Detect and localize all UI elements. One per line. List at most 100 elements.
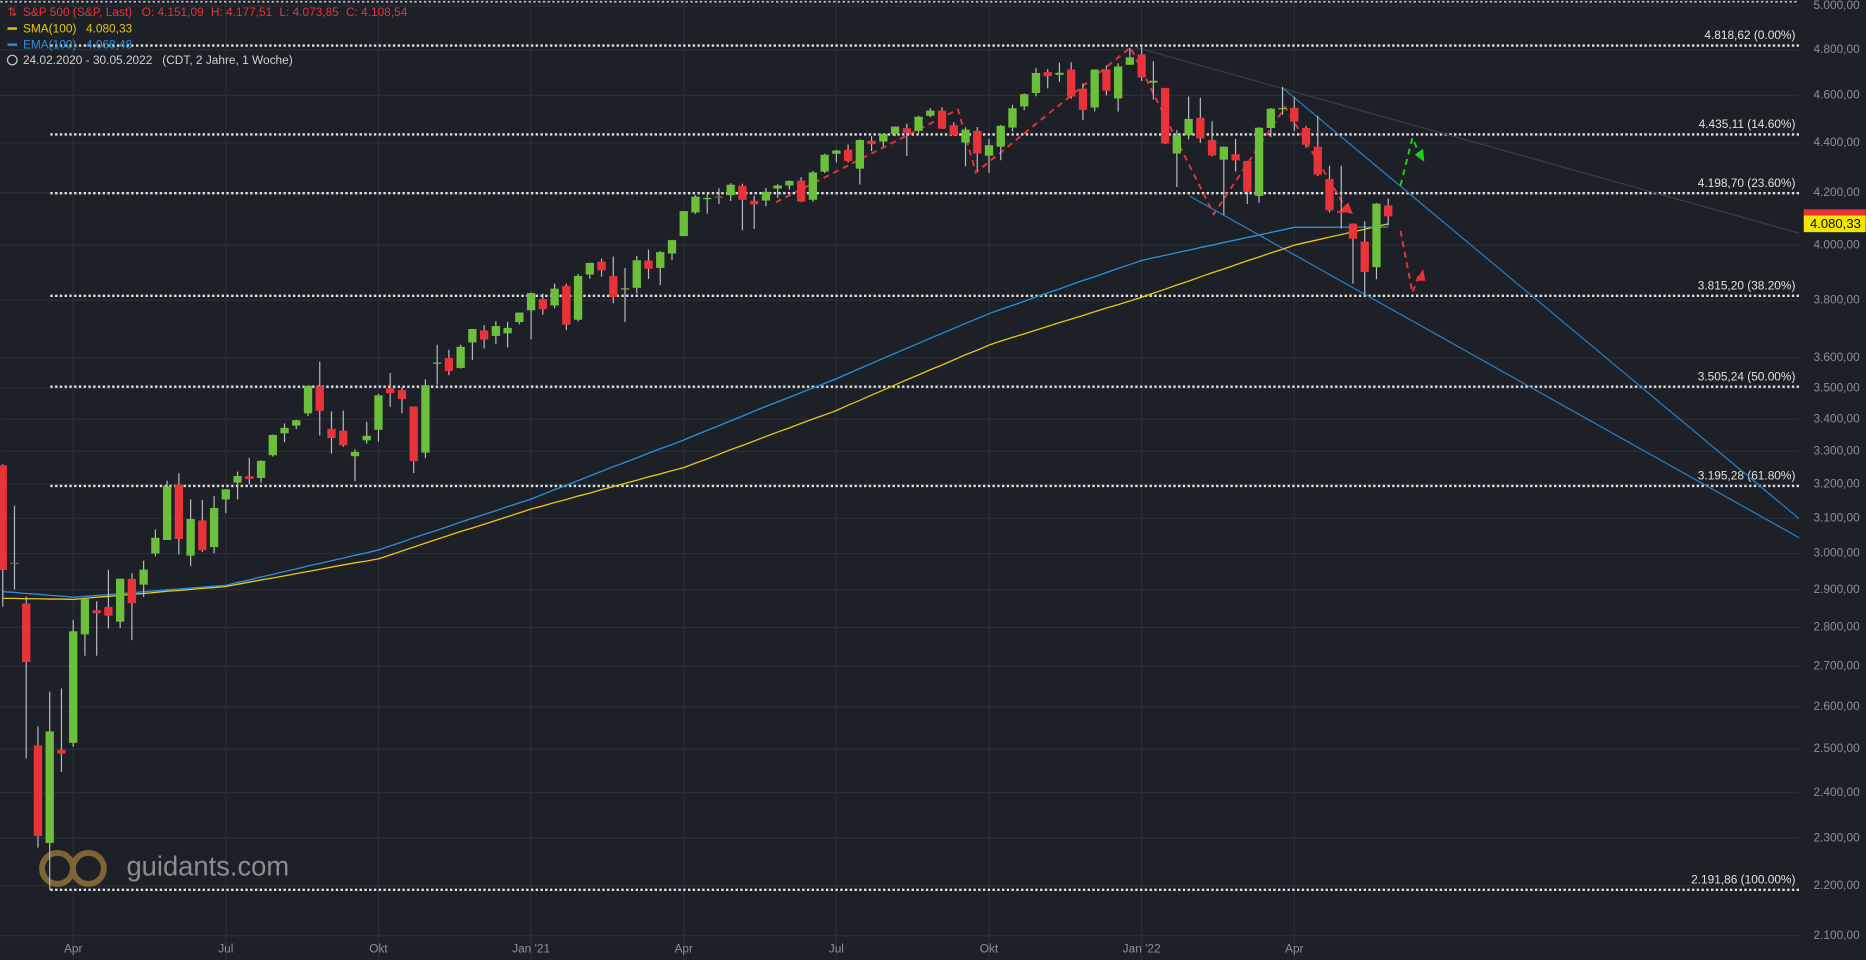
candle-body <box>303 385 313 414</box>
y-tick-label: 3.200,00 <box>1813 476 1860 490</box>
candle-body <box>1290 107 1299 122</box>
candle-body <box>1078 88 1088 110</box>
y-axis: 5.000,00 4.800,00 4.600,00 4.400,00 4.200,00… <box>64 0 1866 955</box>
candle-body <box>1149 80 1158 83</box>
candle-body <box>479 330 489 340</box>
x-tick-label: Jul <box>218 941 233 955</box>
candle-body <box>1301 127 1311 145</box>
y-tick-label: 4.400,00 <box>1813 135 1860 149</box>
candle-body <box>409 406 418 462</box>
arrow-head <box>1414 148 1425 162</box>
candle-body <box>890 126 900 134</box>
candle-body <box>339 430 348 446</box>
level-label: 2.191,86 (100.00%) <box>1691 872 1795 886</box>
y-tick-label: 3.500,00 <box>1813 380 1860 394</box>
candle-body <box>1313 146 1322 175</box>
candle-body <box>761 191 771 201</box>
candle-body <box>796 180 806 202</box>
candle-body <box>151 537 160 554</box>
x-tick-label: Okt <box>369 941 388 955</box>
level-label: 3.505,24 (50.00%) <box>1698 369 1796 383</box>
candle-body <box>1231 154 1240 161</box>
moving-averages <box>2 223 1389 601</box>
y-tick-label: 3.400,00 <box>1813 411 1860 425</box>
candle-body <box>33 745 43 836</box>
candle-body <box>1207 140 1217 156</box>
candle-body <box>92 610 101 614</box>
trend-line <box>1189 195 1800 539</box>
candle-body <box>1372 203 1381 268</box>
candle-body <box>562 285 571 325</box>
candle-body <box>45 731 54 843</box>
candle-body <box>750 200 759 205</box>
candle-body <box>1337 210 1346 213</box>
legend-value: 4.068,48 <box>86 37 133 51</box>
candle-body <box>1196 117 1205 139</box>
y-tick-label: 4.200,00 <box>1813 185 1860 199</box>
candle-body <box>350 451 360 457</box>
candle-body <box>597 261 606 271</box>
candle-body <box>0 465 7 571</box>
candle-body <box>1278 108 1287 110</box>
candle-body <box>1125 57 1135 65</box>
candle-body <box>209 508 219 548</box>
candle-body <box>22 603 31 663</box>
y-tick-label: 2.300,00 <box>1813 830 1860 844</box>
candle-body <box>691 196 700 213</box>
last-value-box <box>1803 215 1866 233</box>
candle-body <box>315 386 324 411</box>
candle-body <box>573 275 583 320</box>
candle-body <box>162 486 172 540</box>
y-tick-label: 3.600,00 <box>1813 350 1860 364</box>
level-label: 4.435,11 (14.60%) <box>1699 117 1796 131</box>
y-tick-label: 2.700,00 <box>1813 659 1860 673</box>
candle-body <box>1384 205 1393 217</box>
candle-body <box>667 240 677 254</box>
candle-body <box>468 328 477 343</box>
candle-body <box>632 260 641 288</box>
candle-body <box>714 196 724 198</box>
y-tick-label: 2.400,00 <box>1813 785 1860 799</box>
trend-line <box>1282 87 1800 520</box>
candle-body <box>526 293 536 311</box>
candle-body <box>139 569 148 585</box>
arrow-head <box>1415 268 1426 281</box>
candle-body <box>926 110 935 116</box>
candle-body <box>57 749 66 754</box>
ohlc-value: C: 4.108,54 <box>346 5 408 19</box>
candle-body <box>1266 108 1275 128</box>
candles <box>0 45 1393 890</box>
candle-body <box>726 184 735 196</box>
candle-body <box>386 388 395 394</box>
candle-body <box>268 434 277 456</box>
logo-ring <box>69 849 107 887</box>
y-tick-label: 2.200,00 <box>1813 878 1860 892</box>
candle-body <box>280 427 289 434</box>
candle-body <box>1172 135 1182 154</box>
candle-body <box>115 578 125 622</box>
candle-body <box>1020 94 1029 107</box>
y-tick-label: 2.100,00 <box>1813 928 1860 942</box>
candle-body <box>491 326 501 336</box>
candle-body <box>433 362 442 364</box>
candle-body <box>221 489 230 500</box>
candle-body <box>503 327 512 334</box>
candle-body <box>256 460 266 478</box>
y-tick-label: 2.900,00 <box>1813 582 1860 596</box>
instrument-title: S&P 500 (S&P, Last) <box>23 5 132 19</box>
candle-body <box>867 140 876 145</box>
candle-body <box>914 116 923 131</box>
candle-body <box>937 110 947 129</box>
candle-body <box>902 128 911 133</box>
y-tick-label: 2.800,00 <box>1813 620 1860 634</box>
candle-body <box>362 435 371 441</box>
y-tick-label: 4.000,00 <box>1813 237 1860 251</box>
candle-body <box>1067 69 1076 97</box>
candle-body <box>843 149 853 161</box>
candle-body <box>198 520 207 551</box>
candle-body <box>973 130 982 154</box>
candle-body <box>1031 72 1041 94</box>
